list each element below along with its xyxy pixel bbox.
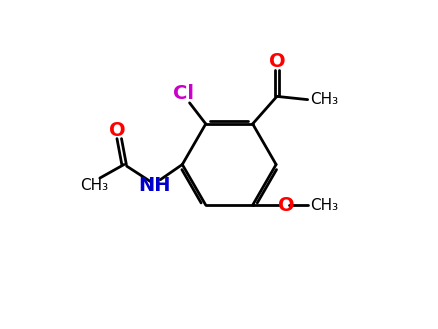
Text: O: O (109, 121, 126, 140)
Text: O: O (268, 52, 285, 71)
Text: CH₃: CH₃ (309, 198, 337, 213)
Text: CH₃: CH₃ (309, 92, 337, 107)
Text: O: O (277, 196, 293, 215)
Text: Cl: Cl (172, 84, 193, 103)
Text: CH₃: CH₃ (80, 178, 108, 193)
Text: NH: NH (138, 176, 171, 195)
